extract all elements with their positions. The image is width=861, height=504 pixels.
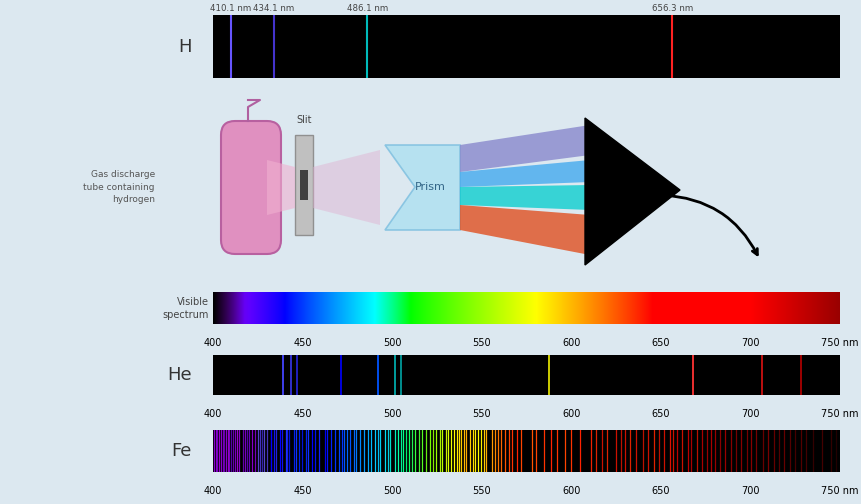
FancyBboxPatch shape: [220, 121, 281, 254]
Text: Gas discharge
tube containing
hydrogen: Gas discharge tube containing hydrogen: [84, 170, 155, 204]
Polygon shape: [460, 205, 589, 255]
Polygon shape: [585, 118, 679, 265]
Text: H: H: [177, 37, 191, 55]
Text: 434.1 nm: 434.1 nm: [253, 5, 294, 14]
Text: Visible
spectrum: Visible spectrum: [162, 297, 208, 320]
Polygon shape: [460, 185, 589, 210]
Polygon shape: [460, 125, 589, 172]
Text: 410.1 nm: 410.1 nm: [210, 5, 251, 14]
Bar: [300, 170, 307, 200]
Polygon shape: [385, 145, 460, 230]
Polygon shape: [460, 160, 589, 187]
Polygon shape: [313, 150, 380, 225]
Polygon shape: [267, 160, 294, 215]
Text: 656.3 nm: 656.3 nm: [651, 5, 692, 14]
Text: Prism: Prism: [414, 182, 445, 192]
Text: Slit: Slit: [296, 115, 312, 125]
Text: 486.1 nm: 486.1 nm: [346, 5, 387, 14]
Text: He: He: [167, 366, 191, 384]
Text: Fe: Fe: [170, 442, 191, 460]
FancyBboxPatch shape: [294, 135, 313, 235]
